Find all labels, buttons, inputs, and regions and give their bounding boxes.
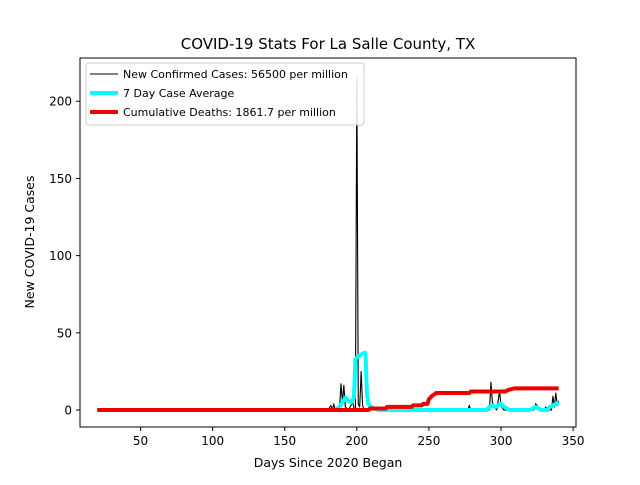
series-line-2 bbox=[97, 350, 560, 413]
plot-lines bbox=[97, 77, 560, 413]
series-line-3 bbox=[97, 386, 559, 413]
x-tick-label: 350 bbox=[562, 434, 585, 448]
y-tick-label: 200 bbox=[49, 95, 72, 109]
y-axis-label: New COVID-19 Cases bbox=[22, 176, 37, 309]
y-tick-label: 100 bbox=[49, 249, 72, 263]
legend-label-3: Cumulative Deaths: 1861.7 per million bbox=[123, 106, 336, 119]
x-tick-label: 300 bbox=[490, 434, 513, 448]
axis-ticks: 50 100 150 200 250 300 350 0 50 100 150 200 bbox=[49, 95, 584, 448]
x-tick-label: 100 bbox=[201, 434, 224, 448]
chart-title: COVID-19 Stats For La Salle County, TX bbox=[181, 35, 476, 53]
y-tick-label: 0 bbox=[64, 404, 72, 418]
plot-frame bbox=[79, 57, 577, 428]
legend: New Confirmed Cases: 56500 per million 7 … bbox=[85, 62, 365, 126]
legend-label-2: 7 Day Case Average bbox=[123, 87, 235, 100]
x-tick-label: 50 bbox=[133, 434, 148, 448]
x-tick-label: 150 bbox=[273, 434, 296, 448]
x-tick-label: 250 bbox=[417, 434, 440, 448]
y-tick-label: 50 bbox=[57, 326, 72, 340]
x-axis-label: Days Since 2020 Began bbox=[254, 455, 403, 470]
x-tick-label: 200 bbox=[345, 434, 368, 448]
y-tick-label: 150 bbox=[49, 172, 72, 186]
legend-label-1: New Confirmed Cases: 56500 per million bbox=[123, 68, 348, 81]
legend-box bbox=[85, 62, 365, 126]
